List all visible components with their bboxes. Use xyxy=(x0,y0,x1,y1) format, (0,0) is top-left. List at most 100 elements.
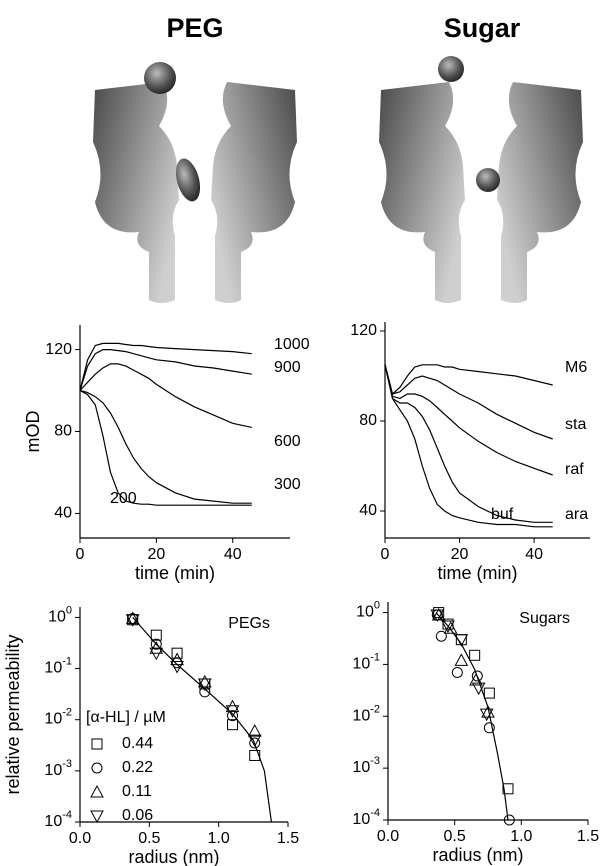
data-point xyxy=(227,719,239,731)
data-point xyxy=(454,653,469,666)
y-tick-label: 10-1 xyxy=(352,651,380,672)
x-tick-label: 0.5 xyxy=(444,828,466,845)
y-tick-label: 10-4 xyxy=(352,807,380,828)
data-point xyxy=(435,630,447,642)
data-point xyxy=(451,666,463,678)
series-label: 900 xyxy=(274,359,301,376)
molecule xyxy=(175,158,201,202)
legend-label: 0.22 xyxy=(122,759,153,776)
data-point xyxy=(227,710,239,722)
data-line xyxy=(79,363,252,428)
molecule xyxy=(438,56,464,82)
pore-diagram xyxy=(379,82,583,303)
x-tick-label: 40 xyxy=(525,546,543,563)
data-point xyxy=(125,611,140,625)
data-point xyxy=(225,705,240,718)
y-tick-label: 80 xyxy=(359,412,377,429)
x-axis-label: radius (nm) xyxy=(128,847,219,866)
y-tick-label: 10-2 xyxy=(44,707,72,728)
data-point xyxy=(471,682,486,696)
x-tick-label: 0 xyxy=(381,546,390,563)
x-tick-label: 1.0 xyxy=(208,830,230,847)
y-axis-label: mOD xyxy=(23,411,43,453)
series-label: M6 xyxy=(565,359,587,376)
data-point xyxy=(479,708,494,722)
data-point xyxy=(249,749,261,761)
series-label: sta xyxy=(565,416,586,433)
legend-marker xyxy=(90,784,104,798)
x-tick-label: 20 xyxy=(147,546,165,563)
data-point xyxy=(471,670,483,682)
series-label: 1000 xyxy=(274,336,310,353)
y-tick-label: 40 xyxy=(359,502,377,519)
y-tick-label: 80 xyxy=(54,423,72,440)
x-axis-label: radius (nm) xyxy=(432,845,523,865)
data-line xyxy=(384,364,553,396)
legend-marker xyxy=(91,738,103,750)
y-tick-label: 10-4 xyxy=(44,809,72,830)
molecule xyxy=(144,62,176,94)
x-axis-label: time (min) xyxy=(438,563,518,583)
series-label: raf xyxy=(565,461,584,478)
series-label: 200 xyxy=(110,490,137,507)
x-axis-label: time (min) xyxy=(135,563,215,583)
y-tick-label: 10-1 xyxy=(44,655,72,676)
x-tick-label: 1.0 xyxy=(510,828,532,845)
y-tick-label: 120 xyxy=(45,341,72,358)
data-line xyxy=(79,389,252,504)
series-label: 300 xyxy=(274,476,301,493)
data-line xyxy=(79,349,252,391)
legend-label: 0.44 xyxy=(122,735,153,752)
panel-title: PEG xyxy=(166,13,223,43)
data-line xyxy=(384,364,553,440)
legend-marker xyxy=(91,762,103,774)
data-point xyxy=(150,638,162,650)
data-point xyxy=(503,814,515,826)
series-label: buf xyxy=(491,506,514,523)
data-line xyxy=(384,364,553,523)
y-tick-label: 10-2 xyxy=(352,703,380,724)
y-tick-label: 100 xyxy=(48,604,72,625)
data-point xyxy=(197,674,212,688)
y-tick-label: 10-3 xyxy=(352,755,380,776)
series-label: 600 xyxy=(274,433,301,450)
legend-marker xyxy=(90,810,104,824)
data-point xyxy=(249,737,261,749)
series-label: ara xyxy=(565,506,588,523)
legend-label: 0.11 xyxy=(122,783,152,800)
x-tick-label: 1.5 xyxy=(577,828,599,845)
y-axis-label: relative permeability xyxy=(3,634,23,794)
data-point xyxy=(430,609,445,623)
data-line xyxy=(79,342,252,391)
panel-annotation: PEGs xyxy=(228,615,270,632)
y-tick-label: 10-3 xyxy=(44,758,72,779)
data-point xyxy=(454,634,469,647)
data-line xyxy=(384,364,553,528)
data-point xyxy=(170,652,184,666)
x-tick-label: 20 xyxy=(451,546,469,563)
panel-annotation: Sugars xyxy=(519,610,570,627)
y-tick-label: 100 xyxy=(356,599,380,620)
data-point xyxy=(502,783,514,795)
data-point xyxy=(125,614,140,627)
data-point xyxy=(150,629,162,641)
data-point xyxy=(469,673,483,686)
x-tick-label: 1.5 xyxy=(277,830,299,847)
data-line xyxy=(384,364,553,476)
data-point xyxy=(469,649,481,661)
data-point xyxy=(247,724,262,737)
legend-label: 0.06 xyxy=(122,807,153,824)
fit-curve xyxy=(435,612,509,821)
y-tick-label: 40 xyxy=(54,505,72,522)
x-tick-label: 0.0 xyxy=(69,830,91,847)
data-point xyxy=(443,621,458,634)
legend-title: [α-HL] / µM xyxy=(86,709,166,726)
x-tick-label: 0.0 xyxy=(377,828,399,845)
x-tick-label: 40 xyxy=(224,546,242,563)
data-point xyxy=(441,620,455,634)
data-point xyxy=(170,660,184,674)
data-point xyxy=(442,618,454,630)
data-point xyxy=(247,734,262,748)
data-point xyxy=(197,678,212,692)
